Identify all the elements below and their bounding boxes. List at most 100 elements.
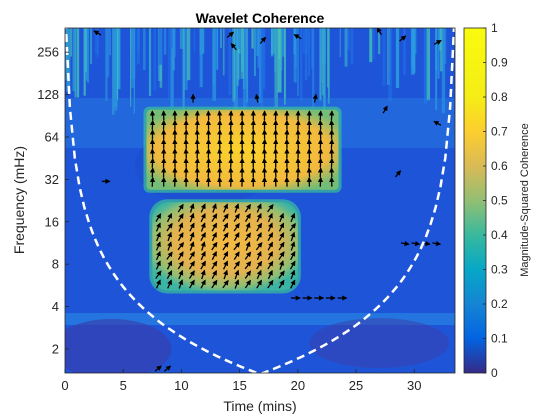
- texture-stripe: [257, 28, 259, 68]
- phase-arrow: [273, 138, 279, 149]
- y-tick-label: 4: [52, 299, 59, 314]
- phase-arrow: [189, 212, 195, 223]
- phase-arrow: [289, 260, 296, 270]
- phase-arrow: [178, 222, 184, 232]
- phase-arrow: [259, 36, 267, 44]
- phase-arrow: [261, 138, 268, 149]
- phase-arrow: [166, 260, 173, 270]
- colorbar-scale: [464, 28, 486, 373]
- phase-arrow: [188, 270, 195, 279]
- phase-arrow: [256, 279, 262, 289]
- phase-arrow: [278, 232, 285, 242]
- phase-arrow: [306, 138, 312, 149]
- phase-arrow: [290, 269, 296, 280]
- phase-arrow: [244, 232, 252, 241]
- texture-stripe: [240, 28, 245, 79]
- phase-arrow: [194, 110, 200, 121]
- texture-stripe: [170, 28, 174, 109]
- x-tick-label: 25: [349, 378, 363, 393]
- phase-arrow: [155, 260, 161, 270]
- phase-arrow: [254, 93, 260, 103]
- texture-stripe: [323, 28, 326, 112]
- colorbar-label: Magnitude-Squared Coherence: [519, 123, 531, 277]
- phase-arrow: [222, 213, 229, 222]
- phase-arrow: [244, 279, 251, 289]
- x-tick-label: 15: [232, 378, 246, 393]
- colorbar-tick-label: 0.5: [491, 194, 508, 208]
- phase-arrow: [177, 232, 184, 242]
- phase-arrow: [382, 105, 388, 114]
- texture-stripe: [339, 28, 341, 58]
- phase-arrow: [217, 176, 223, 187]
- texture-stripe: [327, 28, 329, 88]
- phase-arrow: [178, 269, 184, 280]
- texture-stripe: [163, 28, 167, 55]
- phase-arrow: [234, 269, 240, 280]
- y-tick-label: 16: [45, 214, 59, 229]
- texture-stripe: [293, 28, 297, 83]
- phase-arrow: [261, 157, 268, 168]
- texture-stripe: [242, 28, 246, 112]
- phase-arrow: [290, 241, 296, 251]
- phase-arrow: [228, 167, 234, 178]
- phase-arrow: [245, 241, 251, 251]
- texture-stripe: [74, 28, 76, 98]
- phase-arrow: [411, 240, 421, 247]
- phase-arrow: [222, 279, 229, 289]
- phase-arrow: [233, 213, 240, 222]
- phase-arrow: [178, 279, 184, 289]
- phase-arrow: [93, 30, 102, 36]
- texture-stripe: [236, 28, 238, 117]
- phase-arrow: [233, 251, 240, 260]
- texture-stripe: [308, 28, 310, 77]
- texture-stripe: [369, 28, 373, 63]
- texture-stripe: [237, 28, 241, 50]
- texture-stripe: [70, 28, 72, 57]
- phase-arrow: [244, 251, 252, 260]
- texture-stripe: [199, 28, 203, 88]
- colorbar-ticks: 0 0.1 0.2 0.3 0.4 0.5 0.6 0.7 0.8 0.9 1: [483, 21, 508, 380]
- texture-stripe: [143, 28, 146, 71]
- phase-arrow: [244, 261, 252, 270]
- cone-of-influence: [65, 28, 455, 373]
- phase-arrow: [167, 241, 173, 251]
- phase-arrow: [244, 203, 251, 213]
- phase-arrow: [295, 138, 301, 149]
- phase-arrow: [293, 34, 302, 40]
- phase-arrow: [256, 250, 262, 261]
- phase-arrow: [166, 251, 173, 260]
- phase-arrow: [267, 241, 274, 251]
- phase-arrow: [278, 279, 285, 289]
- phase-arrow: [222, 251, 229, 261]
- colorbar-tick-label: 0.7: [491, 125, 508, 139]
- texture-stripe: [182, 28, 185, 112]
- texture-stripe: [202, 28, 205, 54]
- phase-arrow: [211, 251, 217, 261]
- phase-arrow: [290, 231, 296, 242]
- phase-arrow: [256, 212, 262, 223]
- texture-stripe: [350, 28, 354, 65]
- phase-arrow: [211, 270, 218, 280]
- texture-stripe: [216, 28, 219, 70]
- phase-arrow: [200, 232, 206, 242]
- phase-arrow: [226, 31, 235, 38]
- texture-stripe: [106, 28, 110, 78]
- texture-stripe: [117, 28, 121, 90]
- plot-frame: [64, 27, 456, 374]
- phase-arrow: [155, 279, 161, 289]
- texture-stripe: [382, 28, 386, 86]
- phase-arrow: [177, 260, 184, 270]
- phase-arrow: [166, 222, 173, 232]
- texture-stripe: [172, 28, 176, 58]
- phase-arrow: [432, 240, 442, 247]
- phase-arrow: [194, 157, 200, 168]
- phase-arrow: [278, 270, 285, 279]
- phase-arrow: [306, 167, 312, 178]
- colorbar-tick-label: 0.4: [491, 228, 508, 242]
- texture-stripe: [222, 28, 225, 76]
- texture-stripe: [277, 28, 282, 93]
- phase-arrows: [93, 28, 442, 372]
- phase-arrow: [217, 110, 223, 121]
- colorbar-tick-label: 0: [491, 366, 498, 380]
- phase-arrow: [289, 222, 296, 232]
